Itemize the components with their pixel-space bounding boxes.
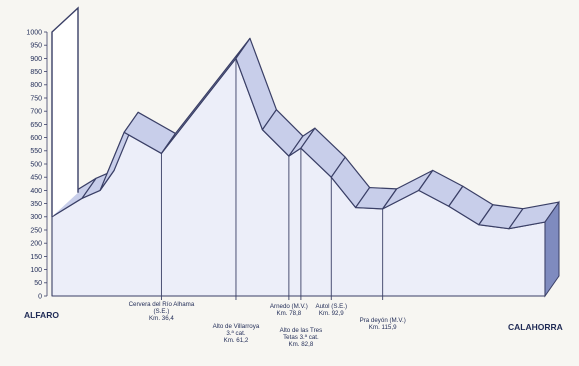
y-tick-label: 700 bbox=[30, 109, 42, 116]
y-tick-label: 600 bbox=[30, 135, 42, 142]
y-tick-label: 300 bbox=[30, 214, 42, 221]
y-tick-label: 650 bbox=[30, 122, 42, 129]
annotations: Cervera del Río Alhama(S.E.)Km. 36,4 Alto… bbox=[129, 58, 406, 348]
profile-end-face bbox=[544, 200, 560, 298]
annotation-label: Km. 61,2 bbox=[224, 337, 249, 344]
y-tick-label: 200 bbox=[30, 241, 42, 248]
annotation-label: Km. 82,8 bbox=[289, 341, 314, 348]
annotation-label: Autol (S.E.) bbox=[315, 303, 347, 310]
annotation-label: 3.ª cat. bbox=[226, 330, 245, 337]
annotation-label: Km. 78,8 bbox=[276, 310, 301, 317]
y-tick-label: 550 bbox=[30, 148, 42, 155]
y-tick-label: 1000 bbox=[26, 29, 42, 36]
profile-front-face bbox=[51, 57, 546, 297]
y-tick-label: 500 bbox=[30, 161, 42, 168]
y-tick-label: 900 bbox=[30, 56, 42, 63]
start-label: ALFARO bbox=[24, 310, 59, 320]
annotation-label: Km. 92,9 bbox=[319, 310, 344, 317]
y-tick-label: 850 bbox=[30, 69, 42, 76]
annotation-label: Km. 115,9 bbox=[369, 324, 397, 331]
y-tick-label: 750 bbox=[30, 95, 42, 102]
annotation-label: Cervera del Río Alhama bbox=[129, 301, 195, 308]
annotation-label: Alto de las Tres bbox=[280, 327, 323, 334]
y-tick-label: 250 bbox=[30, 227, 42, 234]
y-tick-label: 350 bbox=[30, 201, 42, 208]
annotation-label: Km. 36,4 bbox=[149, 315, 174, 322]
end-label: CALAHORRA bbox=[508, 322, 563, 332]
y-tick-label: 450 bbox=[30, 175, 42, 182]
y-tick-label: 400 bbox=[30, 188, 42, 195]
y-tick-label: 0 bbox=[38, 293, 42, 300]
y-tick-label: 150 bbox=[30, 254, 42, 261]
annotation-label: Arnedo (M.V.) bbox=[270, 303, 308, 310]
y-axis: 0 50 100 150 200 250 300 350 400 450 500 550 600 650 7… bbox=[26, 29, 48, 300]
y-tick-label: 800 bbox=[30, 82, 42, 89]
y-tick-label: 50 bbox=[34, 280, 42, 287]
annotation-label: Pra deyón (M.V.) bbox=[360, 317, 406, 324]
annotation-label: Tetas 3.ª cat. bbox=[283, 334, 319, 341]
start-flag-panel bbox=[51, 6, 79, 217]
annotation-label: Alto de Villarroya bbox=[213, 323, 260, 330]
y-tick-label: 950 bbox=[30, 43, 42, 50]
profile-ribbon bbox=[51, 6, 560, 298]
y-tick-label: 100 bbox=[30, 267, 42, 274]
annotation-label: (S.E.) bbox=[154, 308, 170, 315]
